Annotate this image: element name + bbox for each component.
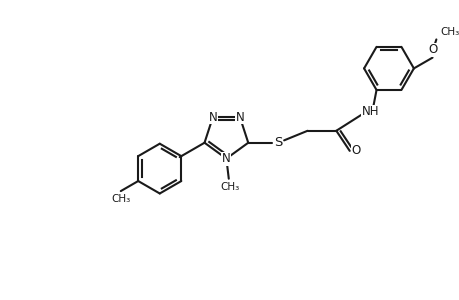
Text: O: O bbox=[351, 144, 360, 158]
Text: O: O bbox=[427, 44, 436, 56]
Text: NH: NH bbox=[361, 105, 379, 118]
Text: N: N bbox=[235, 110, 244, 124]
Text: N: N bbox=[222, 152, 230, 165]
Text: CH₃: CH₃ bbox=[220, 182, 239, 192]
Text: N: N bbox=[208, 110, 217, 124]
Text: S: S bbox=[273, 136, 281, 149]
Text: CH₃: CH₃ bbox=[111, 194, 130, 204]
Text: CH₃: CH₃ bbox=[439, 27, 459, 37]
